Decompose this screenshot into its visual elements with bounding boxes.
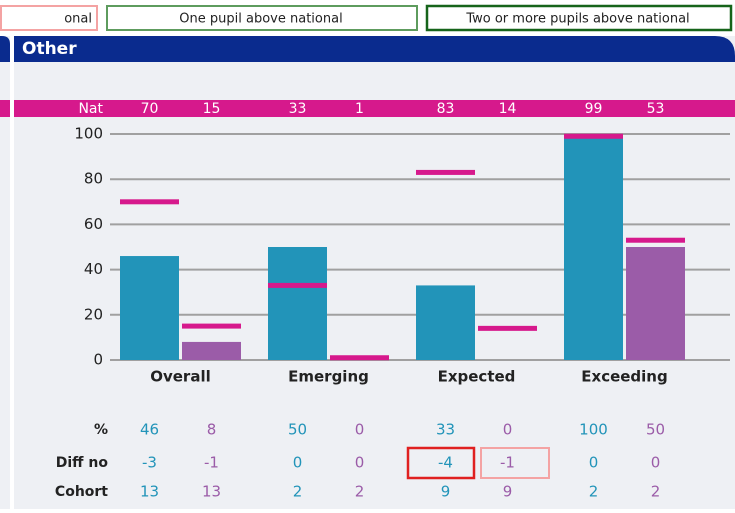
key-label: onal [64,12,92,27]
bar [120,256,179,360]
nat-value: 1 [355,101,364,117]
row-label: Cohort [55,484,108,500]
table-value: 0 [293,454,303,472]
table-value: -4 [438,454,453,472]
table-value: 13 [202,483,221,501]
x-tick-label: Expected [438,368,516,386]
table-value: 0 [589,454,599,472]
national-marker [330,355,389,361]
table-value: 50 [646,421,665,439]
table-value: 50 [288,421,307,439]
table-value: 2 [651,483,661,501]
y-tick-label: 40 [84,260,103,278]
side-panel-header [0,36,10,62]
x-tick-label: Emerging [288,368,369,386]
nat-value: 70 [141,101,159,117]
bar [416,285,475,360]
national-marker [182,323,241,329]
bar [268,247,327,360]
row-label: % [94,422,108,438]
y-tick-label: 60 [84,215,103,233]
table-value: 2 [355,483,365,501]
national-marker [564,133,623,139]
table-value: 9 [441,483,451,501]
bar [626,247,685,360]
table-value: -3 [142,454,157,472]
table-value: 2 [589,483,599,501]
table-value: -1 [500,454,515,472]
table-value: 100 [579,421,608,439]
national-marker [120,199,179,205]
x-tick-label: Overall [150,368,211,386]
panel-header [14,36,735,62]
key-label: Two or more pupils above national [465,12,689,27]
bar [564,134,623,360]
nat-value: 53 [647,101,665,117]
key-box [425,4,733,32]
y-tick-label: 100 [74,125,103,143]
side-nat-band [0,100,10,117]
y-tick-label: 80 [84,170,103,188]
nat-value: 15 [203,101,221,117]
table-value: 46 [140,421,159,439]
key-label: One pupil above national [179,12,342,27]
key-box [106,5,418,31]
y-tick-label: 0 [93,351,103,369]
table-value: 0 [503,421,513,439]
nat-band [14,100,735,117]
nat-value: 83 [437,101,455,117]
highlight-one-below [480,447,550,479]
nat-label: Nat [78,101,103,117]
table-value: 13 [140,483,159,501]
national-marker [416,169,475,175]
table-value: 2 [293,483,303,501]
bar [182,341,241,360]
nat-value: 99 [585,101,603,117]
key-box [0,5,98,31]
table-value: 9 [503,483,513,501]
table-value: 0 [651,454,661,472]
table-value: 33 [436,421,455,439]
x-tick-label: Exceeding [581,368,667,386]
y-tick-label: 20 [84,305,103,323]
table-value: 0 [355,454,365,472]
side-panel [0,36,10,509]
row-label: Diff no [56,455,109,471]
nat-value: 14 [499,101,517,117]
highlight-two-below [406,446,476,480]
table-value: 8 [207,421,217,439]
panel-title: Other [22,39,77,59]
national-marker [268,282,327,288]
table-value: -1 [204,454,219,472]
national-marker [478,325,537,331]
national-marker [626,237,685,243]
table-value: 0 [355,421,365,439]
nat-value: 33 [289,101,307,117]
